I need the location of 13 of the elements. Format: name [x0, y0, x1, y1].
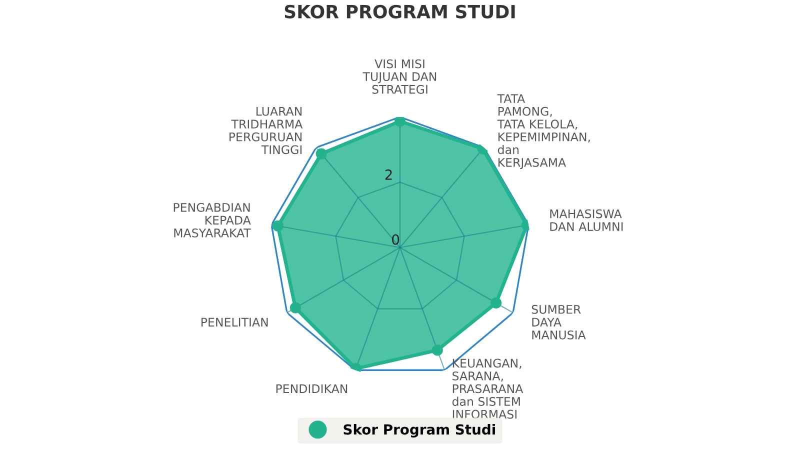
spoke-label: PENGABDIAN KEPADA MASYARAKAT — [174, 202, 251, 238]
y-tick-label: 2 — [385, 169, 392, 180]
spoke-label: TATA PAMONG, TATA KELOLA, KEPEMIMPINAN, dan KERJASAMA — [497, 94, 590, 170]
y-tick-label: 0 — [392, 234, 400, 245]
spoke-label: SUMBER DAYA MANUSIA — [532, 304, 586, 340]
spoke-label: VISI MISI TUJUAN DAN STRATEGI — [362, 59, 436, 94]
spoke-label: KEUANGAN, SARANA, PRASARANA dan SISTEM INFORMASI — [452, 358, 524, 419]
legend-label: Skor Program Studi — [344, 424, 495, 438]
chart-title: SKOR PROGRAM STUDI — [284, 4, 515, 18]
spoke-label: MAHASISWA DAN ALUMNI — [550, 209, 623, 232]
spoke-label: LUARAN TRIDHARMA PERGURUAN TINGGI — [230, 107, 303, 154]
spoke-label: PENELITIAN — [202, 318, 268, 326]
spoke-label: PENDIDIKAN — [276, 384, 348, 394]
